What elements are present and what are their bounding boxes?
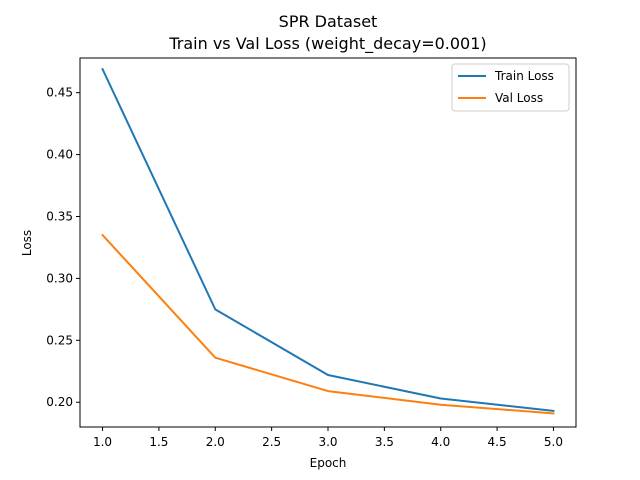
y-tick-label: 0.35 xyxy=(46,209,73,223)
x-tick-label: 3.0 xyxy=(318,435,337,449)
y-tick-label: 0.45 xyxy=(46,86,73,100)
x-tick-label: 4.5 xyxy=(488,435,507,449)
series-line-val-loss xyxy=(101,233,555,415)
x-tick-label: 3.5 xyxy=(375,435,394,449)
x-tick-label: 2.5 xyxy=(262,435,281,449)
series-line-train-loss xyxy=(101,67,555,413)
legend-label-val-loss: Val Loss xyxy=(495,91,543,105)
x-axis-label: Epoch xyxy=(310,456,347,470)
y-tick-label: 0.30 xyxy=(46,271,73,285)
chart-subtitle: Train vs Val Loss (weight_decay=0.001) xyxy=(168,34,486,54)
y-tick-label: 0.25 xyxy=(46,333,73,347)
chart-title: SPR Dataset xyxy=(279,12,378,31)
x-tick-label: 1.5 xyxy=(149,435,168,449)
y-tick-label: 0.40 xyxy=(46,148,73,162)
x-tick-label: 1.0 xyxy=(93,435,112,449)
legend: Train Loss Val Loss xyxy=(451,63,570,112)
series-lines xyxy=(101,67,555,415)
x-tick-label: 2.0 xyxy=(206,435,225,449)
x-tick-label: 4.0 xyxy=(431,435,450,449)
x-tick-label: 5.0 xyxy=(544,435,563,449)
axis-ticks: 1.0 1.5 2.0 2.5 3.0 3.5 4.0 4.5 5.0 0.20 0.25 0.30 0… xyxy=(46,86,563,449)
y-axis-label: Loss xyxy=(20,230,34,256)
legend-label-train-loss: Train Loss xyxy=(494,69,554,83)
y-tick-label: 0.20 xyxy=(46,395,73,409)
axes-frame xyxy=(79,57,577,428)
